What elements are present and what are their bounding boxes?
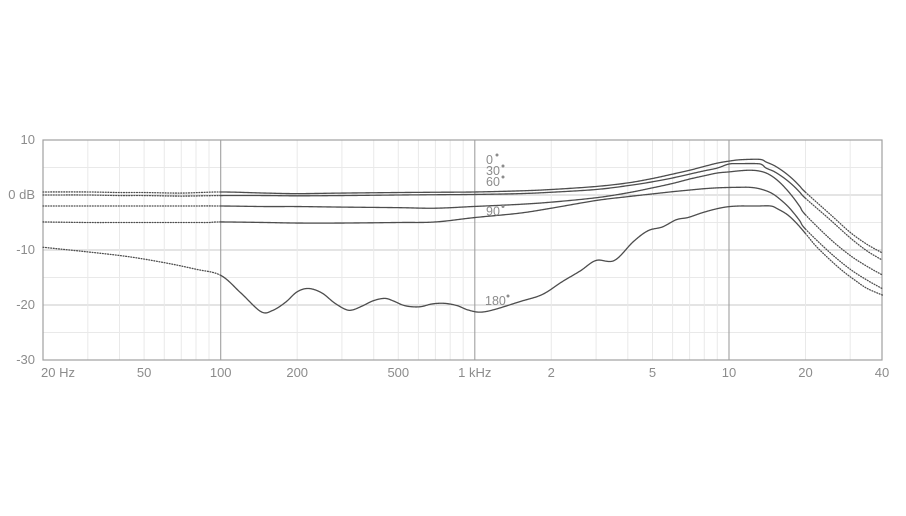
svg-text:5: 5 bbox=[649, 365, 656, 380]
svg-text:1 kHz: 1 kHz bbox=[458, 365, 491, 380]
svg-text:90: 90 bbox=[486, 205, 500, 219]
svg-text:500: 500 bbox=[387, 365, 409, 380]
svg-text:100: 100 bbox=[210, 365, 232, 380]
svg-text:60: 60 bbox=[486, 175, 500, 189]
svg-text:20: 20 bbox=[798, 365, 812, 380]
svg-text:10: 10 bbox=[722, 365, 736, 380]
svg-text:-30: -30 bbox=[16, 352, 35, 367]
svg-text:2: 2 bbox=[548, 365, 555, 380]
svg-text:180: 180 bbox=[485, 294, 506, 308]
svg-text:20 Hz: 20 Hz bbox=[41, 365, 75, 380]
svg-text:-20: -20 bbox=[16, 297, 35, 312]
svg-text:10: 10 bbox=[21, 132, 35, 147]
svg-text:40: 40 bbox=[875, 365, 889, 380]
svg-text:0 dB: 0 dB bbox=[8, 187, 35, 202]
svg-text:50: 50 bbox=[137, 365, 151, 380]
svg-text:200: 200 bbox=[286, 365, 308, 380]
svg-text:-10: -10 bbox=[16, 242, 35, 257]
